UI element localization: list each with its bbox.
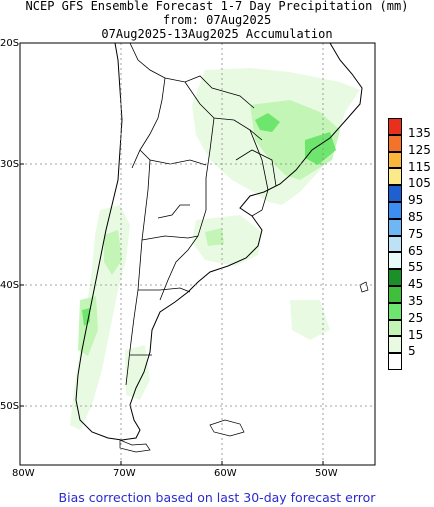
lon-label-60w: 60W bbox=[214, 468, 237, 479]
map-title: NCEP GFS Ensemble Forecast 1-7 Day Preci… bbox=[25, 0, 409, 13]
legend-label: 105 bbox=[408, 176, 431, 191]
legend-label: 5 bbox=[408, 344, 416, 359]
lat-label-20s: 20S bbox=[0, 38, 20, 49]
legend-label: 75 bbox=[408, 226, 424, 241]
legend-label: 55 bbox=[408, 260, 424, 275]
legend-label: 35 bbox=[408, 293, 424, 308]
legend-swatch bbox=[388, 353, 402, 370]
lat-label-30s: 30S bbox=[0, 159, 20, 170]
lat-label-40s: 40S bbox=[0, 280, 20, 291]
legend-label: 125 bbox=[408, 142, 431, 157]
precip-shading bbox=[70, 68, 360, 430]
legend-swatch bbox=[388, 235, 402, 253]
map-subtitle-accumulation: 07Aug2025-13Aug2025 Accumulation bbox=[101, 27, 333, 41]
legend-label: 115 bbox=[408, 159, 431, 174]
bias-correction-note: Bias correction based on last 30-day for… bbox=[58, 490, 376, 505]
legend-swatch bbox=[388, 134, 402, 152]
legend-label: 85 bbox=[408, 209, 424, 224]
map-frame bbox=[19, 42, 376, 466]
legend-label: 135 bbox=[408, 126, 431, 140]
legend-label: 95 bbox=[408, 193, 424, 208]
graticule bbox=[20, 43, 375, 465]
coastline bbox=[75, 42, 363, 441]
legend-swatch bbox=[388, 319, 402, 337]
legend-swatch bbox=[388, 151, 402, 169]
map-subtitle-from: from: 07Aug2025 bbox=[162, 13, 272, 27]
lon-label-80w: 80W bbox=[12, 468, 35, 479]
legend-swatch bbox=[388, 201, 402, 219]
legend-swatch bbox=[388, 118, 402, 135]
legend-swatch bbox=[388, 336, 402, 354]
legend-label: 45 bbox=[408, 277, 424, 292]
legend-swatch bbox=[388, 269, 402, 286]
axis-ticks bbox=[19, 42, 324, 465]
lon-label-50w: 50W bbox=[315, 468, 338, 479]
map-islands bbox=[119, 281, 369, 453]
legend-swatch bbox=[388, 252, 402, 270]
legend-label: 65 bbox=[408, 243, 424, 258]
lon-label-70w: 70W bbox=[113, 468, 136, 479]
legend-label: 15 bbox=[408, 327, 424, 342]
legend-swatch bbox=[388, 302, 402, 320]
lat-label-50s: 50S bbox=[0, 401, 20, 412]
legend-swatch bbox=[388, 185, 402, 202]
legend-swatch bbox=[388, 285, 402, 303]
legend-label: 25 bbox=[408, 310, 424, 325]
legend-swatch bbox=[388, 218, 402, 236]
legend-swatch bbox=[388, 168, 402, 186]
